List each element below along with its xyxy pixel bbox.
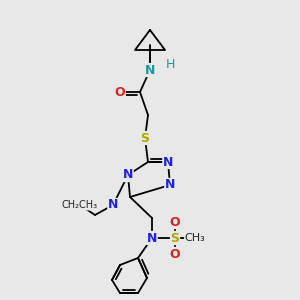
Text: H: H [165,58,175,71]
Text: N: N [165,178,175,191]
Text: CH₃: CH₃ [184,233,206,243]
Text: O: O [115,85,125,98]
Text: S: S [140,131,149,145]
Text: CH₂CH₃: CH₂CH₃ [62,200,98,210]
Text: N: N [147,232,157,244]
Text: H: H [165,58,175,71]
Text: O: O [170,248,180,260]
Text: S: S [170,232,179,244]
Text: N: N [145,64,155,76]
Text: N: N [108,199,118,212]
Text: N: N [163,155,173,169]
Text: O: O [170,215,180,229]
Text: N: N [123,169,133,182]
